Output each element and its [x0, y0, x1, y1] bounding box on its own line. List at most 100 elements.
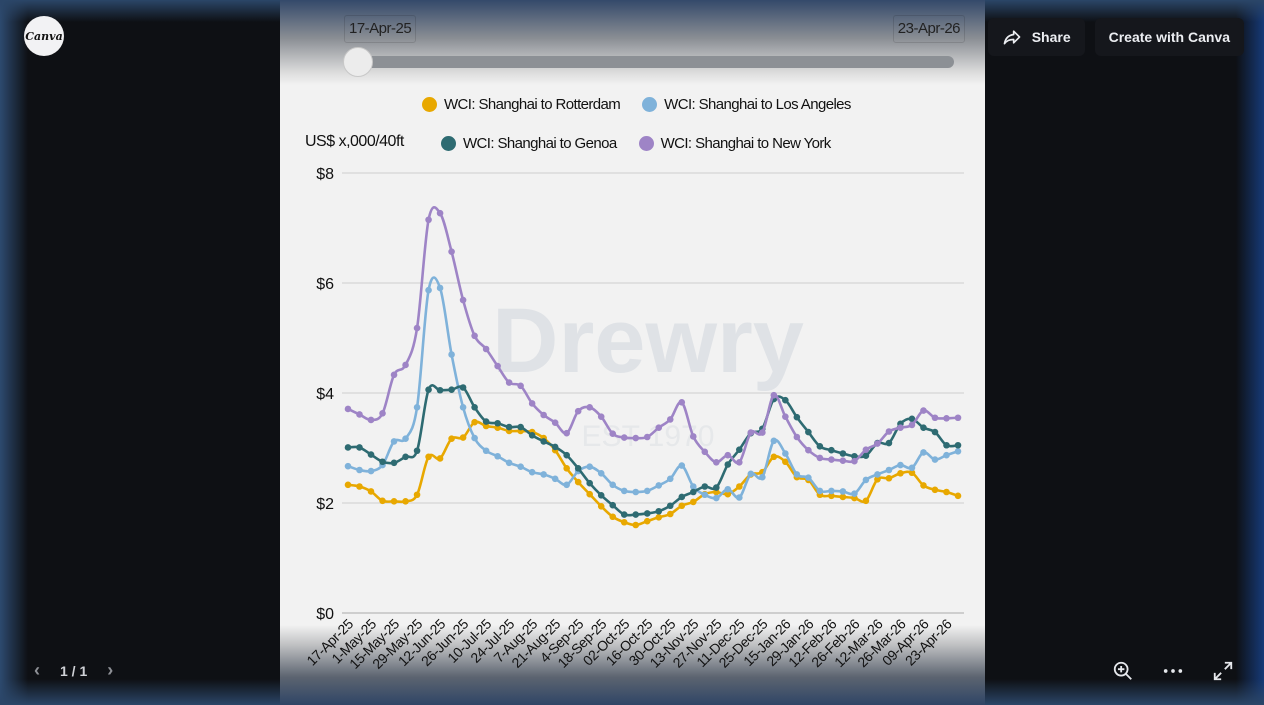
data-point[interactable] — [724, 485, 732, 493]
data-point[interactable] — [425, 286, 432, 294]
data-point[interactable] — [563, 451, 570, 459]
data-point[interactable] — [954, 441, 962, 449]
data-point[interactable] — [471, 404, 478, 411]
data-point[interactable] — [344, 444, 352, 451]
data-point[interactable] — [597, 413, 605, 420]
data-point[interactable] — [609, 513, 617, 521]
data-point[interactable] — [540, 411, 547, 419]
data-point[interactable] — [540, 438, 547, 445]
data-point[interactable] — [828, 456, 835, 463]
data-point[interactable] — [482, 447, 490, 455]
data-point[interactable] — [954, 448, 962, 455]
data-point[interactable] — [839, 450, 847, 457]
data-point[interactable] — [402, 361, 409, 369]
legend-item-genoa[interactable]: WCI: Shanghai to Genoa — [441, 135, 617, 152]
data-point[interactable] — [943, 441, 950, 449]
data-point[interactable] — [540, 471, 547, 478]
data-point[interactable] — [632, 511, 640, 518]
data-point[interactable] — [839, 493, 847, 501]
data-point[interactable] — [655, 424, 663, 431]
data-point[interactable] — [805, 428, 812, 436]
data-point[interactable] — [425, 386, 432, 394]
canva-logo[interactable]: Canva — [24, 16, 64, 56]
data-point[interactable] — [885, 428, 893, 435]
data-point[interactable] — [666, 416, 674, 423]
data-point[interactable] — [862, 476, 870, 484]
data-point[interactable] — [678, 462, 686, 469]
data-point[interactable] — [597, 470, 605, 477]
data-point[interactable] — [563, 481, 570, 489]
data-point[interactable] — [713, 459, 720, 466]
data-point[interactable] — [632, 521, 640, 529]
data-point[interactable] — [574, 478, 582, 486]
data-point[interactable] — [459, 296, 467, 304]
data-point[interactable] — [908, 464, 916, 472]
data-point[interactable] — [931, 414, 939, 422]
data-point[interactable] — [736, 494, 743, 501]
data-point[interactable] — [505, 379, 513, 386]
data-point[interactable] — [805, 474, 812, 482]
data-point[interactable] — [805, 446, 812, 454]
data-point[interactable] — [828, 492, 835, 500]
data-point[interactable] — [448, 386, 455, 394]
data-point[interactable] — [482, 345, 490, 353]
data-point[interactable] — [885, 439, 893, 447]
data-point[interactable] — [344, 405, 352, 413]
data-point[interactable] — [643, 433, 651, 441]
data-point[interactable] — [379, 410, 386, 417]
data-point[interactable] — [689, 483, 697, 490]
data-point[interactable] — [643, 487, 651, 495]
data-point[interactable] — [425, 453, 432, 461]
data-point[interactable] — [908, 415, 916, 423]
data-point[interactable] — [666, 502, 674, 510]
data-point[interactable] — [655, 514, 663, 521]
data-point[interactable] — [402, 498, 409, 505]
data-point[interactable] — [713, 494, 720, 502]
data-point[interactable] — [920, 407, 927, 414]
zoom-in-icon[interactable] — [1112, 660, 1134, 682]
next-page-icon[interactable]: › — [107, 660, 114, 680]
data-point[interactable] — [379, 497, 386, 505]
data-point[interactable] — [528, 468, 536, 476]
data-point[interactable] — [851, 457, 858, 465]
data-point[interactable] — [390, 371, 398, 379]
data-point[interactable] — [701, 491, 709, 499]
data-point[interactable] — [851, 452, 858, 460]
data-point[interactable] — [551, 443, 559, 451]
data-point[interactable] — [425, 216, 432, 224]
data-point[interactable] — [908, 421, 916, 429]
data-point[interactable] — [494, 452, 501, 460]
data-point[interactable] — [356, 411, 363, 418]
data-point[interactable] — [356, 483, 363, 490]
data-point[interactable] — [551, 475, 559, 483]
data-point[interactable] — [471, 434, 478, 442]
data-point[interactable] — [402, 453, 409, 461]
data-point[interactable] — [459, 384, 467, 391]
data-point[interactable] — [920, 449, 927, 456]
data-point[interactable] — [609, 481, 617, 489]
data-point[interactable] — [782, 413, 789, 420]
data-point[interactable] — [736, 459, 743, 466]
data-point[interactable] — [505, 423, 513, 431]
data-point[interactable] — [885, 474, 893, 482]
data-point[interactable] — [344, 481, 352, 489]
data-point[interactable] — [862, 452, 870, 460]
data-point[interactable] — [482, 418, 490, 425]
data-point[interactable] — [851, 490, 858, 497]
data-point[interactable] — [459, 434, 467, 441]
data-point[interactable] — [436, 284, 444, 292]
data-point[interactable] — [770, 453, 778, 461]
data-point[interactable] — [943, 451, 950, 459]
data-point[interactable] — [689, 498, 697, 506]
fullscreen-icon[interactable] — [1212, 660, 1234, 682]
create-with-canva-button[interactable]: Create with Canva — [1094, 18, 1244, 56]
share-button[interactable]: Share — [987, 18, 1085, 56]
data-point[interactable] — [770, 437, 778, 445]
data-point[interactable] — [356, 466, 363, 474]
data-point[interactable] — [471, 418, 478, 426]
data-point[interactable] — [724, 451, 732, 459]
data-point[interactable] — [931, 456, 939, 463]
data-point[interactable] — [367, 488, 375, 495]
data-point[interactable] — [862, 446, 870, 453]
data-point[interactable] — [517, 423, 524, 431]
